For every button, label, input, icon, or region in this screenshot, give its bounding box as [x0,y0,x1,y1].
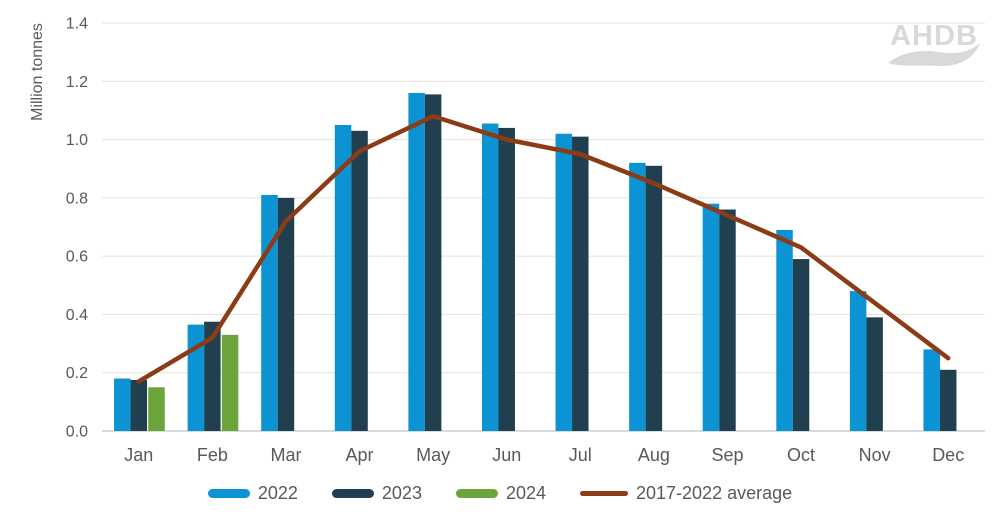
x-axis-label-nov: Nov [859,445,891,465]
bar-2022-Nov [849,291,867,431]
ahdb-logo-text: AHDB [890,20,978,52]
y-tick-label: 1.0 [66,132,88,149]
x-axis-label-jun: Jun [492,445,521,465]
bar-2023-Dec [939,369,957,431]
x-axis-label-sep: Sep [711,445,743,465]
legend-label-2024: 2024 [505,483,546,503]
legend-label-average: 2017-2022 average [636,483,793,503]
average-line [136,114,951,384]
x-axis-label-apr: Apr [346,445,374,465]
y-axis-title: Million tonnes [29,23,46,121]
bar-2022-Oct [776,229,793,431]
legend-item-2022: 2022 [207,483,298,504]
ahdb-logo-wave-icon [888,43,980,67]
bar-2023-Sep [719,209,736,431]
bar-2023-Mar [277,197,295,431]
bar-2022-Mar [261,194,278,431]
bar-2023-Jan [130,380,148,431]
bar-2022-Apr [334,125,352,431]
y-tick-label: 0.6 [66,249,88,266]
bar-2024-Jan [148,387,165,431]
bar-2023-Nov [866,317,883,431]
ahdb-logo: AHDB [888,20,980,67]
x-axis-label-jul: Jul [569,445,592,465]
bar-2023-Oct [792,259,810,431]
y-tick-label: 0.4 [66,307,88,324]
x-axis-label-mar: Mar [270,445,301,465]
x-axis-label-aug: Aug [638,445,670,465]
bar-2022-Jul [555,133,573,431]
legend-swatch-2024 [455,489,498,498]
legend-item-average: 2017-2022 average [580,483,792,504]
bar-2022-May [408,92,425,431]
plot-area: 0.0 0.2 0.4 0.6 0.8 1.0 1.2 1.4 Jan Feb Mar Apr May J… [66,16,985,465]
legend-swatch-2022 [207,489,250,498]
bar-2023-May [424,94,442,432]
legend-swatch-average-line [580,491,628,496]
bar-2022-Sep [702,203,720,431]
bar-2023-Jul [572,136,589,431]
x-axis-label-may: May [416,445,450,465]
legend-label-2022: 2022 [257,483,298,503]
legend-swatch-2023 [331,489,374,498]
legend-label-2023: 2023 [381,483,422,503]
y-tick-label: 0.0 [66,424,88,441]
y-tick-label: 0.8 [66,190,88,207]
legend-item-2023: 2023 [331,483,422,504]
x-axis-label-dec: Dec [932,445,964,465]
y-tick-label: 0.2 [66,365,88,382]
bar-2023-Apr [351,130,368,432]
bar-2023-Aug [645,165,663,432]
x-axis-label-feb: Feb [197,445,228,465]
bar-2023-Jun [498,127,515,432]
bar-2022-Aug [629,162,646,431]
legend-item-2024: 2024 [455,483,546,504]
bar-2024-Feb [221,334,239,431]
bar-2022-Feb [187,324,205,431]
y-tick-label: 1.4 [66,16,88,33]
bar-2022-Jun [481,123,499,432]
chart-legend: 2022 2023 2024 2017-2022 average [0,483,1000,504]
bar-2022-Dec [923,349,940,431]
x-axis-label-jan: Jan [124,445,153,465]
bar-2022-Jan [114,378,131,431]
bar-2023-Feb [204,321,221,431]
x-axis-label-oct: Oct [787,445,815,465]
y-tick-label: 1.2 [66,74,88,91]
